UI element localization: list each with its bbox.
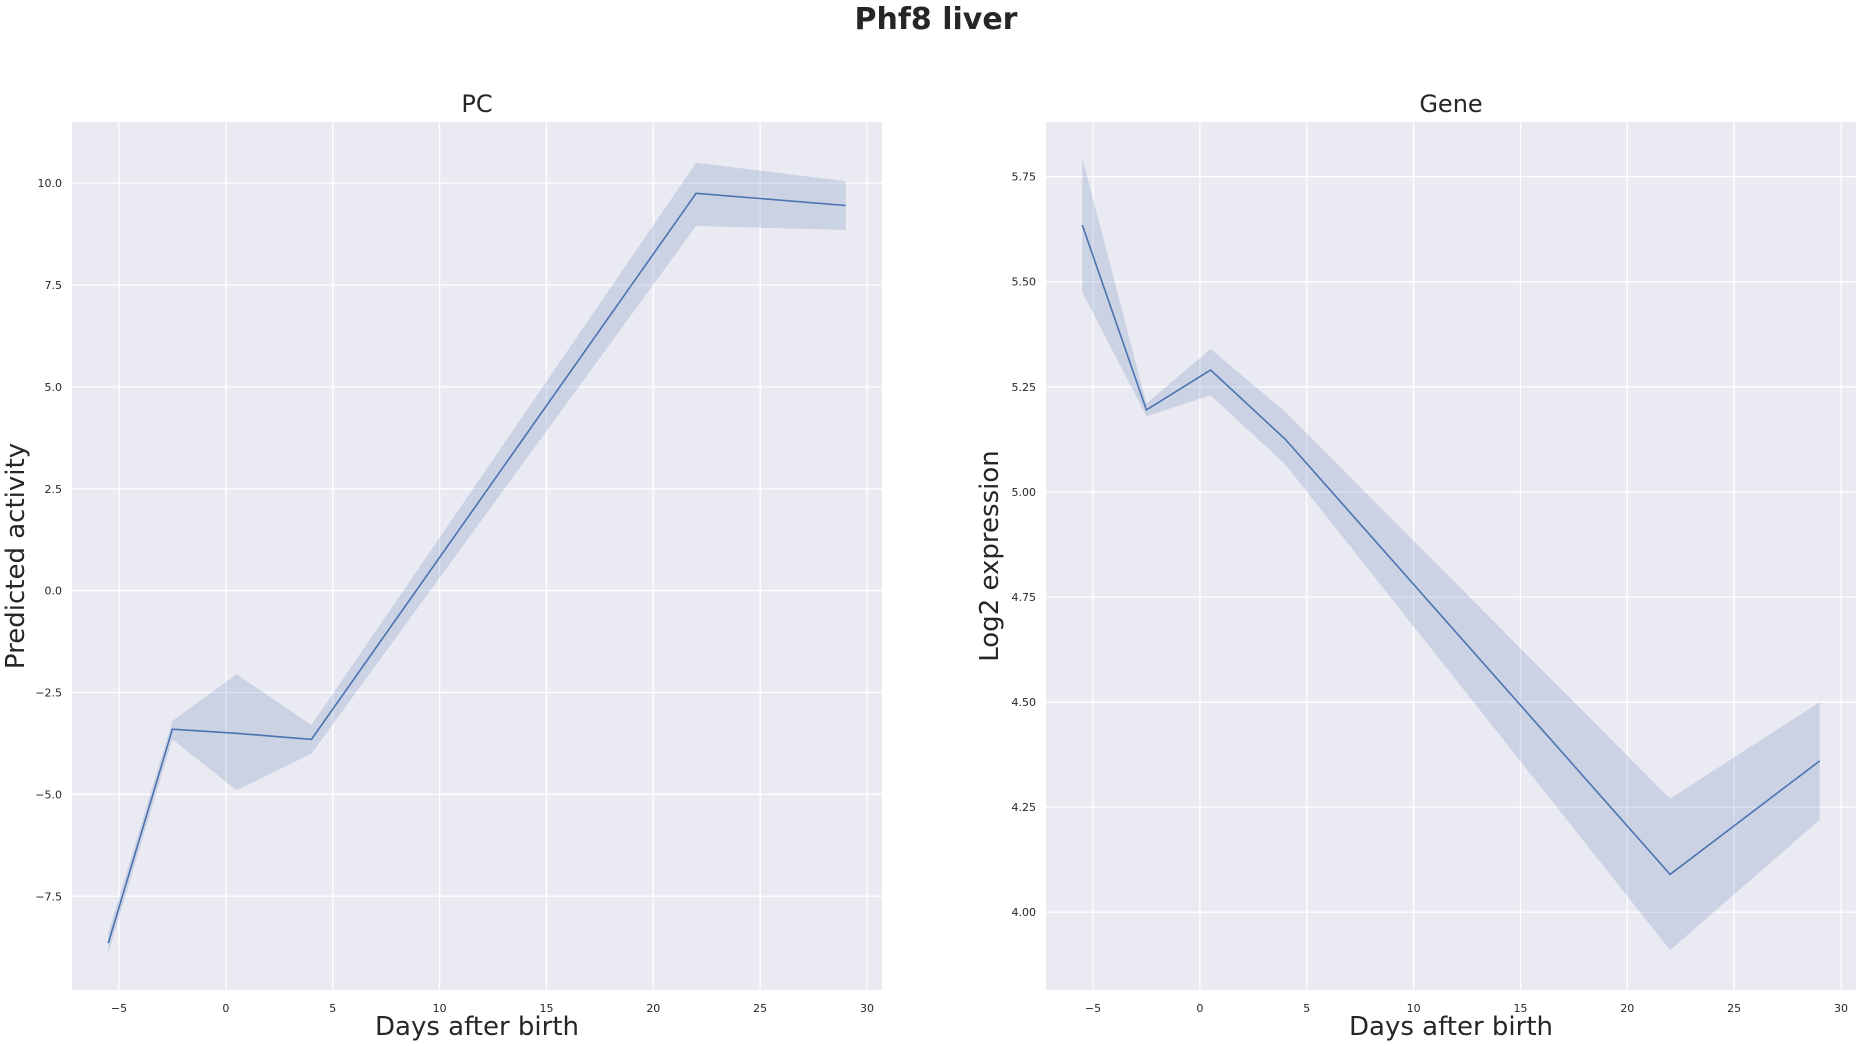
series-line xyxy=(1081,224,1821,876)
subplot-title: PC xyxy=(461,90,492,118)
x-tick-label: 20 xyxy=(646,1002,660,1015)
y-tick-label: 4.75 xyxy=(1012,591,1037,604)
x-tick-label: 10 xyxy=(1407,1002,1421,1015)
x-tick-label: 15 xyxy=(539,1002,553,1015)
x-axis-label: Days after birth xyxy=(1349,1012,1553,1042)
subplots: −5 0 5 10 15 20 25 30 −7.5 −5.0 −2.5 0.0 2.5 5.0 7.5 10… xyxy=(1,90,1856,1042)
y-tick-label: 4.00 xyxy=(1012,906,1037,919)
plot-area xyxy=(72,122,882,990)
x-tick-label: 30 xyxy=(860,1002,874,1015)
x-tick-label: −5 xyxy=(1085,1002,1101,1015)
y-axis-label: Predicted activity xyxy=(1,443,31,669)
x-tick-label: 20 xyxy=(1620,1002,1634,1015)
y-tick-label: −7.5 xyxy=(35,890,62,903)
x-tick-label: −5 xyxy=(111,1002,127,1015)
y-tick-label: 5.0 xyxy=(45,381,63,394)
y-tick-label: 2.5 xyxy=(45,483,63,496)
x-tick-label: 30 xyxy=(1834,1002,1848,1015)
series-line xyxy=(107,192,846,944)
x-tick-label: 10 xyxy=(433,1002,447,1015)
x-tick-label: 25 xyxy=(1727,1002,1741,1015)
y-tick-label: 5.00 xyxy=(1012,486,1037,499)
x-axis-label: Days after birth xyxy=(375,1012,579,1042)
x-tick-label: 25 xyxy=(753,1002,767,1015)
y-tick-label: 5.75 xyxy=(1012,171,1037,184)
x-tick-label: 15 xyxy=(1513,1002,1527,1015)
y-tick-label: −5.0 xyxy=(35,788,62,801)
y-tick-label: −2.5 xyxy=(35,687,62,700)
subplot-title: Gene xyxy=(1419,90,1482,118)
x-tick-label: 0 xyxy=(1196,1002,1203,1015)
subplot-1: −5 0 5 10 15 20 25 30 −7.5 −5.0 −2.5 0.0 2.5 5.0 7.5 10… xyxy=(1,90,882,1042)
x-tick-label: 5 xyxy=(329,1002,336,1015)
y-tick-label: 5.50 xyxy=(1012,276,1037,289)
y-axis-label: Log2 expression xyxy=(975,450,1005,662)
x-tick-label: 5 xyxy=(1303,1002,1310,1015)
y-tick-label: 0.0 xyxy=(45,585,63,598)
y-tick-label: 4.25 xyxy=(1012,801,1037,814)
y-tick-label: 7.5 xyxy=(45,279,63,292)
x-tick-label: 0 xyxy=(222,1002,229,1015)
confidence-band xyxy=(108,162,846,954)
plot-area xyxy=(1046,122,1856,990)
y-tick-label: 5.25 xyxy=(1012,381,1037,394)
y-tick-label: 4.50 xyxy=(1012,696,1037,709)
figure-title: Phf8 liver xyxy=(855,2,1018,37)
confidence-band xyxy=(1082,157,1820,951)
y-tick-label: 10.0 xyxy=(38,177,63,190)
subplot-2: −5 0 5 10 15 20 25 30 4.00 4.25 4.50 4.75 5.00 5.25 5.… xyxy=(975,90,1856,1042)
